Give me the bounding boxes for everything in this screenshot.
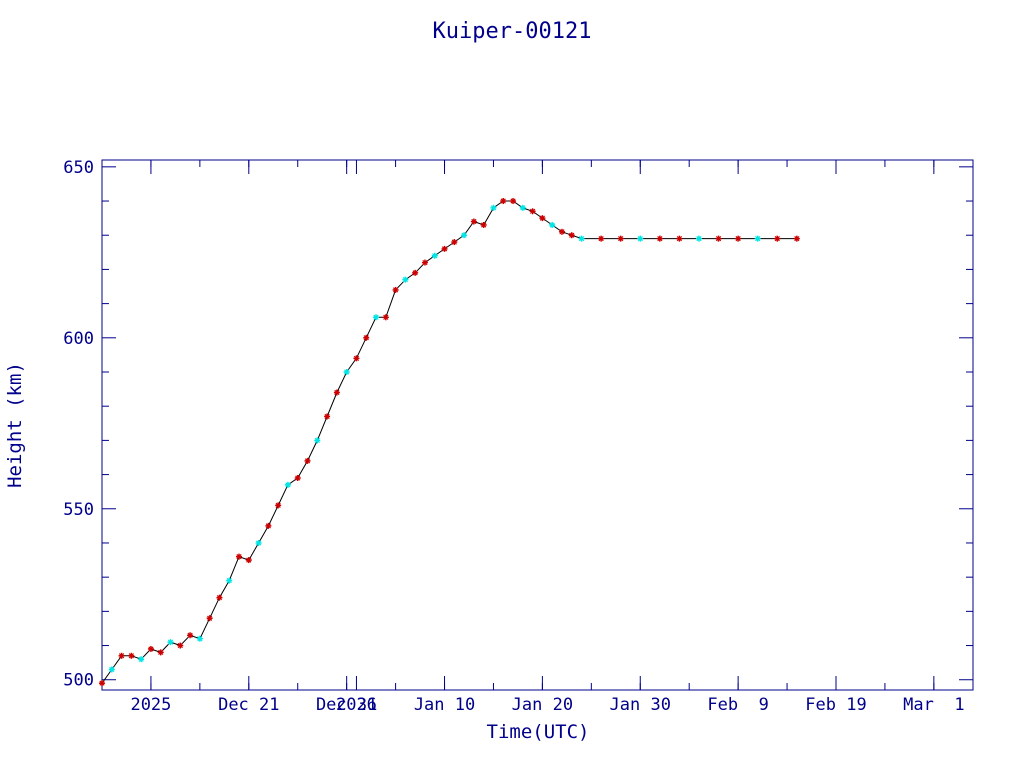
data-point bbox=[275, 502, 282, 509]
y-tick-label: 600 bbox=[63, 329, 94, 349]
y-axis: 500 550 600 650 bbox=[63, 158, 973, 691]
data-point bbox=[598, 235, 605, 242]
data-point bbox=[461, 232, 468, 239]
data-point bbox=[735, 235, 742, 242]
data-point bbox=[500, 198, 507, 205]
x-tick-label: Dec 31 bbox=[316, 695, 377, 715]
data-point bbox=[754, 235, 761, 242]
data-point bbox=[402, 276, 409, 283]
y-tick-label: 550 bbox=[63, 500, 94, 520]
data-point bbox=[236, 553, 243, 560]
data-point bbox=[774, 235, 781, 242]
data-point bbox=[529, 208, 536, 215]
x-tick-label: Jan 10 bbox=[414, 695, 475, 715]
data-point bbox=[392, 286, 399, 293]
x-tick-label: Feb 19 bbox=[805, 695, 866, 715]
data-point bbox=[265, 522, 272, 529]
data-point bbox=[539, 215, 546, 222]
series-line bbox=[101, 200, 797, 684]
data-point bbox=[167, 639, 174, 646]
data-point bbox=[421, 259, 428, 266]
data-point bbox=[431, 252, 438, 259]
data-layer bbox=[99, 198, 800, 687]
data-point bbox=[187, 632, 194, 639]
data-point bbox=[412, 269, 419, 276]
data-point bbox=[568, 232, 575, 239]
data-point bbox=[578, 235, 585, 242]
data-point bbox=[245, 557, 252, 564]
data-point bbox=[363, 334, 370, 341]
data-point bbox=[617, 235, 624, 242]
data-point bbox=[314, 437, 321, 444]
x-tick-label: Jan 20 bbox=[512, 695, 573, 715]
data-point bbox=[216, 594, 223, 601]
y-axis-label: Height (km) bbox=[4, 362, 26, 488]
data-point bbox=[373, 314, 380, 321]
data-point bbox=[108, 666, 115, 673]
data-point bbox=[99, 680, 105, 687]
data-point bbox=[470, 218, 477, 225]
data-point bbox=[715, 235, 722, 242]
chart-title: Kuiper-00121 bbox=[433, 19, 592, 44]
y-tick-label: 500 bbox=[63, 671, 94, 691]
x-tick-label: Mar 1 bbox=[903, 695, 964, 715]
data-point bbox=[490, 204, 497, 211]
data-point bbox=[196, 635, 203, 642]
data-point bbox=[519, 204, 526, 211]
data-point bbox=[324, 413, 331, 420]
data-point bbox=[382, 314, 389, 321]
data-point bbox=[147, 645, 154, 652]
data-point bbox=[451, 239, 458, 246]
data-point bbox=[206, 615, 213, 622]
x-tick-label: Dec 21 bbox=[218, 695, 279, 715]
data-point bbox=[441, 245, 448, 252]
data-point bbox=[118, 652, 125, 659]
data-point bbox=[510, 198, 517, 205]
data-point bbox=[695, 235, 702, 242]
data-point bbox=[549, 221, 556, 228]
data-point bbox=[128, 652, 135, 659]
data-point bbox=[333, 389, 340, 396]
x-axis-label: Time(UTC) bbox=[487, 721, 590, 743]
data-point bbox=[177, 642, 184, 649]
x-tick-label: Jan 30 bbox=[610, 695, 671, 715]
data-point bbox=[793, 235, 800, 242]
data-point bbox=[138, 656, 145, 663]
data-point bbox=[558, 228, 565, 235]
data-point bbox=[157, 649, 164, 656]
data-point bbox=[480, 221, 487, 228]
data-point bbox=[304, 457, 311, 464]
data-point bbox=[255, 539, 262, 546]
data-point bbox=[284, 481, 291, 488]
plot-frame bbox=[101, 159, 974, 691]
x-tick-label: Feb 9 bbox=[707, 695, 768, 715]
data-point bbox=[676, 235, 683, 242]
x-tick-label: 2026 bbox=[336, 695, 377, 715]
data-point bbox=[226, 577, 233, 584]
data-point bbox=[353, 355, 360, 362]
data-point bbox=[343, 369, 350, 375]
data-point bbox=[637, 235, 644, 242]
x-tick-label: 2025 bbox=[130, 695, 171, 715]
y-tick-label: 650 bbox=[63, 158, 94, 178]
data-point bbox=[656, 235, 663, 242]
data-point bbox=[294, 475, 301, 481]
